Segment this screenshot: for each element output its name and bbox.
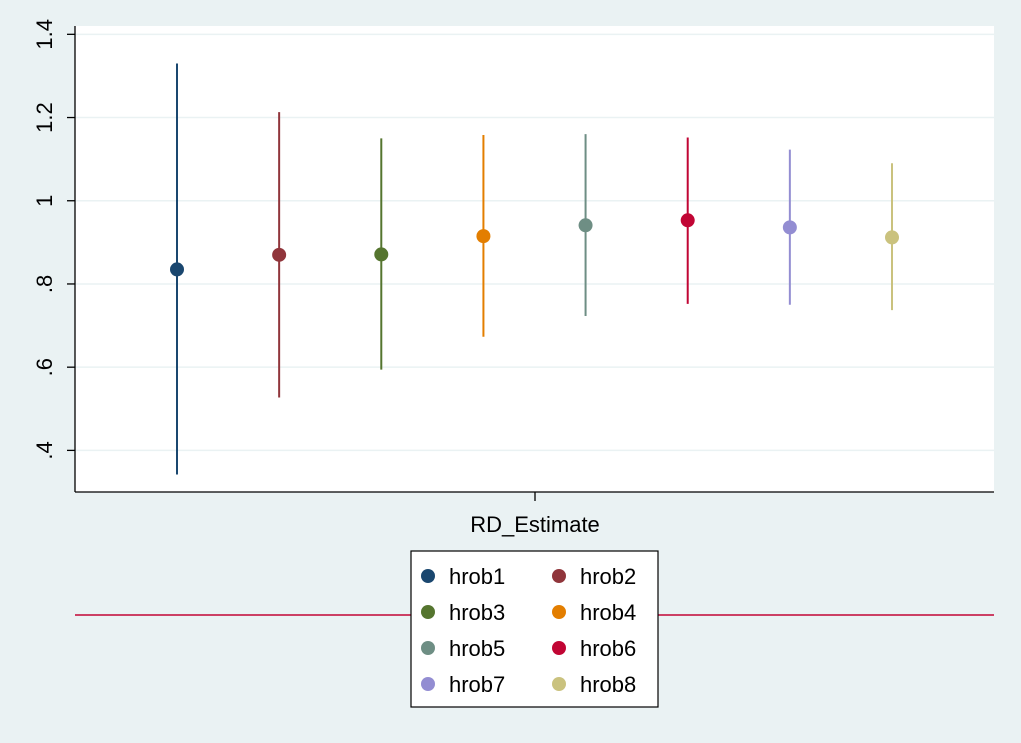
y-tick-label: .6: [32, 358, 57, 376]
y-tick-label: 1.2: [32, 102, 57, 133]
legend-label-hrob8: hrob8: [580, 672, 636, 697]
estimate-point-hrob4: [476, 229, 491, 244]
legend-marker-hrob1: [421, 569, 435, 583]
legend-box: [410, 550, 659, 708]
legend-marker-hrob6: [552, 641, 566, 655]
estimate-point-hrob8: [885, 230, 899, 245]
legend-label-hrob2: hrob2: [580, 564, 636, 589]
estimate-point-hrob6: [680, 213, 695, 228]
legend-marker-hrob5: [421, 641, 435, 655]
y-tick-label: 1.4: [32, 19, 57, 50]
estimate-point-hrob3: [374, 247, 389, 262]
legend-marker-hrob4: [552, 605, 566, 619]
legend-label-hrob4: hrob4: [580, 600, 636, 625]
estimate-point-hrob1: [170, 262, 184, 277]
legend-label-hrob1: hrob1: [449, 564, 505, 589]
legend-label-hrob5: hrob5: [449, 636, 505, 661]
series-markers: [170, 63, 899, 475]
legend-marker-hrob7: [421, 677, 435, 691]
axes: RD_Estimate: [74, 26, 994, 537]
y-tick-label: 1: [32, 195, 57, 207]
legend-label-hrob3: hrob3: [449, 600, 505, 625]
legend-label-hrob7: hrob7: [449, 672, 505, 697]
y-tick-label: .4: [32, 441, 57, 459]
legend-marker-hrob2: [552, 569, 566, 583]
estimate-point-hrob5: [578, 218, 593, 233]
legend-marker-hrob8: [552, 677, 566, 691]
y-axis-ticks: .4 .6 .8 1 1.2 1.4: [32, 19, 75, 460]
plot-area: [75, 26, 994, 492]
legend-marker-hrob3: [421, 605, 435, 619]
gridlines: [75, 33, 994, 452]
legend: hrob1 hrob2 hrob3 hrob4 hrob5 hrob6 hrob7 hrob8: [410, 550, 659, 708]
estimate-point-hrob2: [272, 247, 287, 262]
y-tick-label: .8: [32, 275, 57, 293]
estimate-point-hrob7: [782, 220, 797, 235]
legend-label-hrob6: hrob6: [580, 636, 636, 661]
x-tick-label: RD_Estimate: [470, 512, 600, 537]
